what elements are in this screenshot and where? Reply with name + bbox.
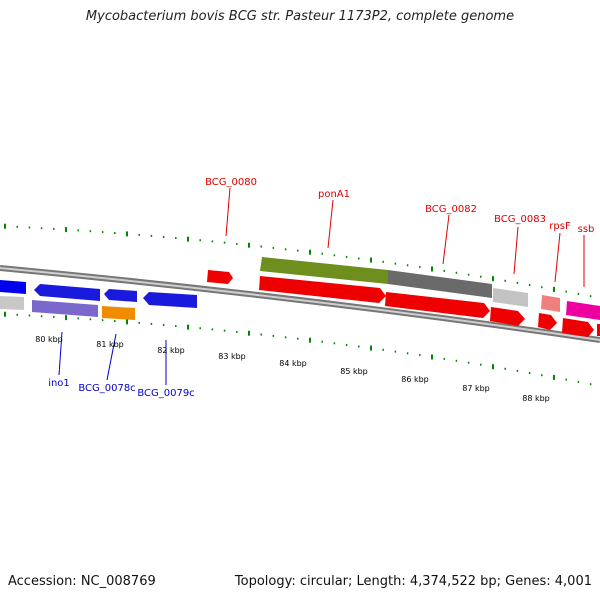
- scale-label: 84 kbp: [279, 359, 307, 368]
- gene-label-bcg-0079c[interactable]: BCG_0079c: [137, 388, 194, 399]
- scale-label: 87 kbp: [462, 384, 490, 393]
- gene-feature[interactable]: [597, 324, 600, 336]
- gene-feature[interactable]: [143, 292, 197, 308]
- gene-group-forward: [207, 257, 600, 337]
- scale-label: 86 kbp: [401, 375, 429, 384]
- gene-label-bcg-0078c[interactable]: BCG_0078c: [78, 383, 135, 394]
- gene-feature[interactable]: [538, 313, 557, 330]
- gene-feature[interactable]: [385, 292, 490, 318]
- scale-label: 82 kbp: [157, 346, 185, 355]
- reverse-gene-labels: ino1 BCG_0078c BCG_0079c: [48, 378, 194, 399]
- gene-feature[interactable]: [541, 295, 560, 312]
- inner-tick-row: [4, 311, 592, 386]
- gene-feature[interactable]: [207, 270, 233, 284]
- gene-label-ssb[interactable]: ssb: [578, 224, 595, 235]
- scale-labels: 80 kbp 81 kbp 82 kbp 83 kbp 84 kbp 85 kb…: [35, 335, 550, 403]
- gene-feature[interactable]: [0, 296, 24, 310]
- gene-group-reverse: [0, 280, 197, 320]
- forward-leader-lines: [225, 187, 585, 287]
- gene-feature[interactable]: [32, 300, 98, 317]
- gene-label-pona1[interactable]: ponA1: [318, 189, 350, 200]
- gene-feature[interactable]: [0, 280, 26, 294]
- scale-label: 85 kbp: [340, 367, 368, 376]
- gene-label-bcg-0082[interactable]: BCG_0082: [425, 204, 477, 215]
- gene-label-bcg-0083[interactable]: BCG_0083: [494, 214, 546, 225]
- gene-feature[interactable]: [388, 270, 492, 298]
- reverse-leader-lines: [58, 331, 167, 385]
- gene-feature[interactable]: [490, 307, 525, 326]
- gene-feature[interactable]: [493, 288, 528, 307]
- gene-label-ino1[interactable]: ino1: [48, 378, 70, 389]
- gene-label-rpsf[interactable]: rpsF: [549, 221, 571, 232]
- forward-gene-labels: BCG_0080 ponA1 BCG_0082 BCG_0083 rpsF ss…: [205, 177, 594, 235]
- map-title: Mycobacterium bovis BCG str. Pasteur 117…: [85, 9, 515, 24]
- scale-label: 81 kbp: [96, 340, 124, 349]
- backbone-highlight: [0, 267, 600, 341]
- scale-label: 83 kbp: [218, 352, 246, 361]
- scale-label: 80 kbp: [35, 335, 63, 344]
- gene-feature[interactable]: [34, 284, 100, 301]
- gene-feature[interactable]: [102, 306, 135, 320]
- gene-feature[interactable]: [562, 318, 594, 337]
- outer-tick-row: [4, 223, 592, 298]
- topology-stats-text: Topology: circular; Length: 4,374,522 bp…: [234, 574, 592, 589]
- accession-text: Accession: NC_008769: [8, 574, 156, 589]
- gene-feature[interactable]: [104, 289, 137, 302]
- gene-label-bcg-0080[interactable]: BCG_0080: [205, 177, 257, 188]
- gene-feature[interactable]: [259, 276, 386, 303]
- scale-label: 88 kbp: [522, 394, 550, 403]
- gene-feature[interactable]: [566, 301, 600, 320]
- gene-feature[interactable]: [260, 257, 388, 284]
